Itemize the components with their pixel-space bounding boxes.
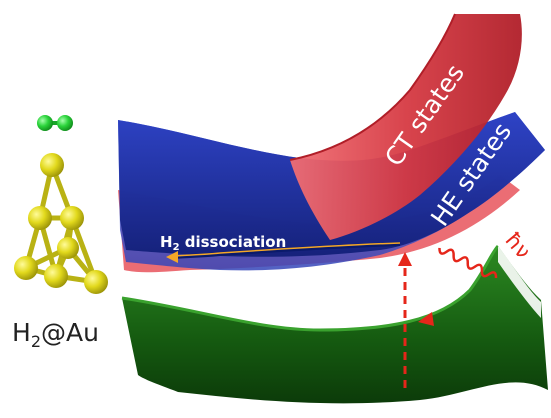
dashed-arrow-icon: [398, 252, 412, 388]
reaction-label: H2 dissociation: [160, 233, 286, 253]
ct-states-upper-sheet: [289, 13, 522, 240]
gold-atom: [84, 270, 108, 294]
gold-atom: [60, 206, 84, 230]
gold-atom: [28, 206, 52, 230]
gold-atom: [40, 153, 64, 177]
wavy-arrow-icon: [418, 247, 498, 326]
h2-molecule: [37, 115, 73, 131]
gold-atom: [57, 237, 79, 259]
hydrogen-atom: [57, 115, 73, 131]
au-cluster: [14, 153, 108, 294]
reaction-path: [166, 242, 401, 263]
gold-atom: [14, 256, 38, 280]
hydrogen-atom: [37, 115, 53, 131]
molecule-label: H2@Au: [12, 318, 99, 351]
reaction-arrowhead: [166, 251, 178, 263]
ground-state-surface: [121, 244, 548, 404]
gold-atom: [44, 264, 68, 288]
